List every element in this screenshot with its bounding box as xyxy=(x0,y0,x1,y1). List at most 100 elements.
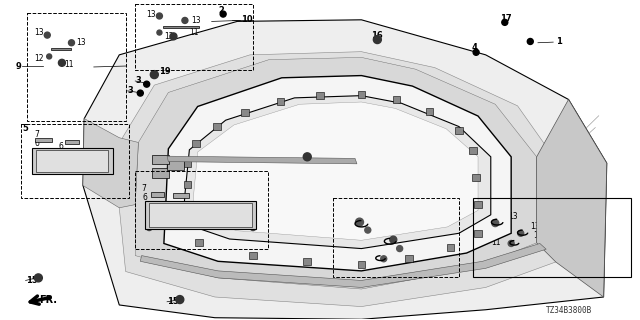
Text: 6: 6 xyxy=(59,142,63,151)
Circle shape xyxy=(47,54,52,59)
Text: 8: 8 xyxy=(212,184,216,193)
Text: TZ34B3800B: TZ34B3800B xyxy=(546,306,593,315)
Text: 15: 15 xyxy=(167,297,179,306)
Polygon shape xyxy=(135,57,537,289)
Circle shape xyxy=(150,71,158,79)
Polygon shape xyxy=(358,91,365,98)
Circle shape xyxy=(44,32,51,38)
Bar xyxy=(135,171,268,249)
Circle shape xyxy=(144,81,150,87)
Polygon shape xyxy=(152,155,169,164)
Bar xyxy=(135,4,253,70)
Text: 9: 9 xyxy=(15,61,21,70)
Text: 3: 3 xyxy=(127,86,133,95)
Polygon shape xyxy=(152,168,169,178)
Text: 9: 9 xyxy=(414,226,420,235)
Polygon shape xyxy=(145,201,256,229)
Circle shape xyxy=(146,225,152,230)
Polygon shape xyxy=(316,92,324,99)
Text: 10: 10 xyxy=(486,202,497,211)
Text: 12: 12 xyxy=(164,32,173,41)
Text: 5: 5 xyxy=(22,124,28,132)
Circle shape xyxy=(182,18,188,23)
Text: 6: 6 xyxy=(35,139,40,148)
Polygon shape xyxy=(184,181,191,188)
Circle shape xyxy=(502,20,508,25)
Text: 17: 17 xyxy=(500,14,511,23)
Bar xyxy=(27,13,126,121)
Polygon shape xyxy=(167,156,357,164)
Text: 3: 3 xyxy=(135,76,141,85)
Polygon shape xyxy=(472,174,480,181)
Polygon shape xyxy=(140,244,546,287)
Polygon shape xyxy=(51,48,72,50)
Polygon shape xyxy=(393,96,400,103)
Text: 13: 13 xyxy=(371,213,381,222)
Circle shape xyxy=(33,151,40,157)
Text: 1: 1 xyxy=(556,37,562,46)
Polygon shape xyxy=(474,230,482,237)
Circle shape xyxy=(527,38,533,44)
Polygon shape xyxy=(249,252,257,259)
Circle shape xyxy=(220,11,226,17)
Circle shape xyxy=(473,49,479,55)
Polygon shape xyxy=(213,123,221,130)
Polygon shape xyxy=(469,147,477,154)
Polygon shape xyxy=(35,138,52,142)
Polygon shape xyxy=(426,108,433,115)
Polygon shape xyxy=(119,52,556,307)
Circle shape xyxy=(365,227,371,233)
Text: 13: 13 xyxy=(531,222,540,231)
Text: 4: 4 xyxy=(472,43,477,52)
Text: 11: 11 xyxy=(351,238,360,247)
Text: 6: 6 xyxy=(143,193,148,202)
Polygon shape xyxy=(163,26,199,28)
Polygon shape xyxy=(303,259,311,266)
Text: 8: 8 xyxy=(84,130,89,139)
Polygon shape xyxy=(183,96,491,249)
Polygon shape xyxy=(537,100,607,297)
Text: 14: 14 xyxy=(259,219,271,228)
Polygon shape xyxy=(149,203,252,227)
Circle shape xyxy=(58,59,65,66)
Circle shape xyxy=(107,151,113,157)
Circle shape xyxy=(156,13,163,19)
Polygon shape xyxy=(193,102,478,240)
Circle shape xyxy=(397,245,403,252)
Text: 6: 6 xyxy=(172,196,177,205)
Circle shape xyxy=(356,218,364,226)
Circle shape xyxy=(373,36,381,44)
Text: 12: 12 xyxy=(534,231,543,240)
Text: 7: 7 xyxy=(141,184,147,193)
Polygon shape xyxy=(173,194,189,197)
Circle shape xyxy=(138,90,143,96)
Text: 13: 13 xyxy=(364,254,373,263)
Circle shape xyxy=(303,153,311,161)
Polygon shape xyxy=(358,261,365,268)
Polygon shape xyxy=(276,98,284,105)
Text: 19: 19 xyxy=(159,67,171,76)
Circle shape xyxy=(146,204,152,210)
Bar xyxy=(333,197,459,277)
Text: 13: 13 xyxy=(508,212,518,221)
Text: 13: 13 xyxy=(147,10,156,19)
Polygon shape xyxy=(32,148,113,174)
Text: 13: 13 xyxy=(35,28,44,37)
Polygon shape xyxy=(186,202,193,209)
Circle shape xyxy=(250,204,256,210)
Circle shape xyxy=(508,241,514,246)
Polygon shape xyxy=(83,20,607,319)
Circle shape xyxy=(250,225,256,230)
Polygon shape xyxy=(184,160,191,167)
Circle shape xyxy=(518,230,524,236)
Circle shape xyxy=(176,296,184,304)
Circle shape xyxy=(170,33,177,40)
Text: 18: 18 xyxy=(314,152,325,161)
Circle shape xyxy=(68,40,74,46)
Circle shape xyxy=(33,168,40,174)
Circle shape xyxy=(157,30,162,35)
Polygon shape xyxy=(65,140,79,144)
Text: 11: 11 xyxy=(491,238,500,247)
Polygon shape xyxy=(447,244,454,251)
Polygon shape xyxy=(195,239,203,246)
